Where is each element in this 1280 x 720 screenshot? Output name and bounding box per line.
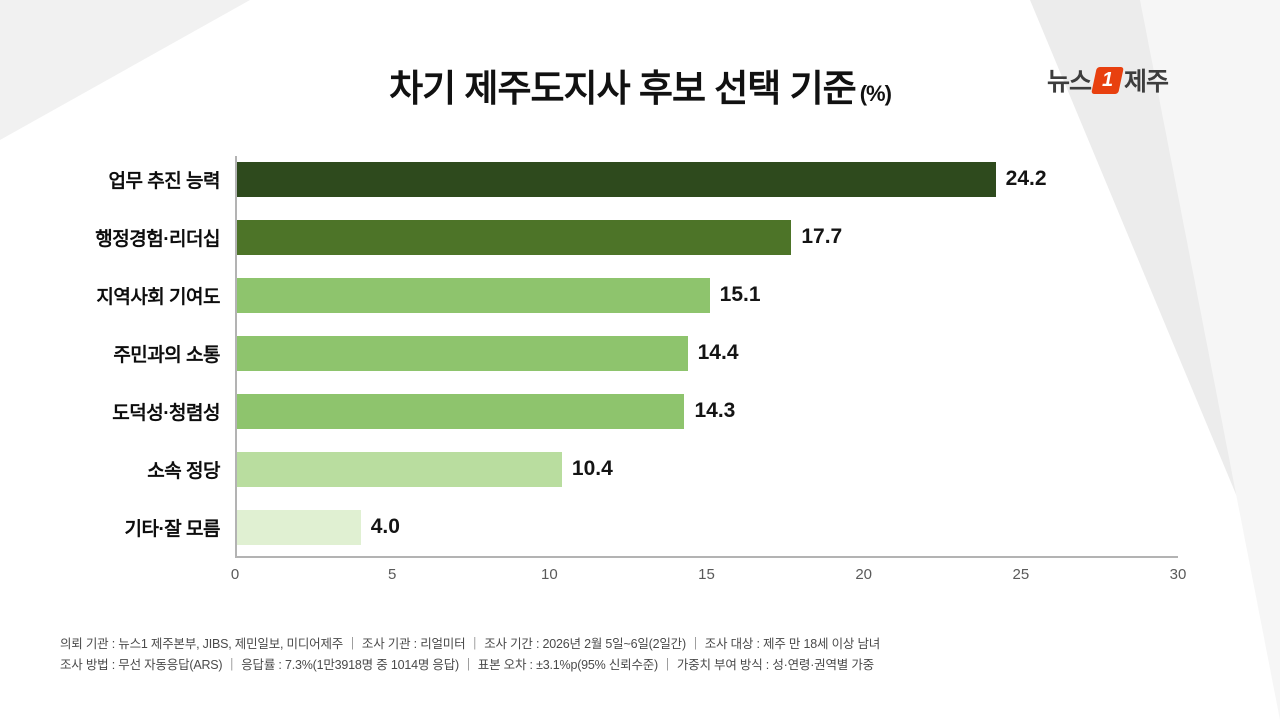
news1-logo-icon: 1 [1091, 66, 1124, 94]
x-tick-label: 30 [1169, 566, 1187, 583]
bar-row: 주민과의 소통 14.4 [60, 324, 1178, 382]
bar-track: 4.0 [235, 498, 1178, 556]
logo-text-news: 뉴스 [1046, 68, 1092, 96]
bar-chart: 업무 추진 능력 24.2 행정경험·리더십 17.7 지역사회 기여도 15.1 주민과의… [60, 150, 1186, 586]
value-label: 17.7 [801, 225, 843, 248]
bar [235, 219, 792, 255]
chart-title-text: 차기 제주도지사 후보 선택 기준 [389, 68, 857, 109]
bar-row: 업무 추진 능력 24.2 [60, 150, 1178, 208]
x-tick-label: 10 [540, 566, 558, 583]
x-axis: 0 5 10 15 20 25 30 [231, 556, 1186, 586]
bar [235, 393, 685, 429]
value-label: 15.1 [719, 283, 761, 306]
bar-row: 지역사회 기여도 15.1 [60, 266, 1178, 324]
category-label: 행정경험·리더십 [95, 228, 220, 250]
bar-track: 10.4 [235, 440, 1178, 498]
bar [235, 335, 688, 371]
bar-track: 17.7 [235, 208, 1178, 266]
chart-title: 차기 제주도지사 후보 선택 기준 (%) [0, 58, 1280, 112]
category-label: 소속 정당 [147, 460, 220, 482]
bar-row: 행정경험·리더십 17.7 [60, 208, 1178, 266]
x-tick-label: 0 [230, 566, 240, 583]
footnote-line-2: 조사 방법 : 무선 자동응답(ARS) ｜ 응답률 : 7.3%(1만3918… [60, 658, 874, 672]
value-label: 14.3 [694, 399, 736, 422]
bar [235, 161, 996, 197]
logo-text-jeju: 제주 [1123, 68, 1169, 96]
bar [235, 451, 562, 487]
value-label: 14.4 [697, 341, 739, 364]
x-tick-label: 15 [698, 566, 715, 583]
bar [235, 509, 361, 545]
bar-track: 24.2 [235, 150, 1178, 208]
survey-footnote: 의뢰 기관 : 뉴스1 제주본부, JIBS, 제민일보, 미디어제주 ｜ 조사… [60, 634, 1220, 676]
bar-row: 기타·잘 모름 4.0 [60, 498, 1178, 556]
value-label: 10.4 [571, 457, 613, 480]
category-label: 도덕성·청렴성 [112, 402, 220, 424]
header: 차기 제주도지사 후보 선택 기준 (%) 뉴스 1 제주 [0, 0, 1280, 110]
bar-track: 14.3 [235, 382, 1178, 440]
category-label: 기타·잘 모름 [124, 518, 220, 540]
category-label: 지역사회 기여도 [96, 286, 220, 308]
bar [235, 277, 710, 313]
x-tick-label: 25 [1012, 566, 1030, 583]
value-label: 4.0 [370, 515, 400, 538]
y-axis-line [235, 156, 237, 556]
bar-track: 14.4 [235, 324, 1178, 382]
bar-track: 15.1 [235, 266, 1178, 324]
footnote-line-1: 의뢰 기관 : 뉴스1 제주본부, JIBS, 제민일보, 미디어제주 ｜ 조사… [60, 637, 881, 651]
category-label: 업무 추진 능력 [108, 170, 221, 192]
category-label: 주민과의 소통 [113, 344, 220, 366]
chart-rows: 업무 추진 능력 24.2 행정경험·리더십 17.7 지역사회 기여도 15.1 주민과의… [60, 150, 1178, 556]
bar-row: 도덕성·청렴성 14.3 [60, 382, 1178, 440]
news1-jeju-logo: 뉴스 1 제주 [1046, 62, 1169, 98]
x-tick-label: 5 [387, 566, 397, 583]
x-tick-label: 20 [855, 566, 872, 583]
bar-row: 소속 정당 10.4 [60, 440, 1178, 498]
value-label: 24.2 [1005, 167, 1047, 190]
chart-title-unit: (%) [859, 81, 892, 106]
